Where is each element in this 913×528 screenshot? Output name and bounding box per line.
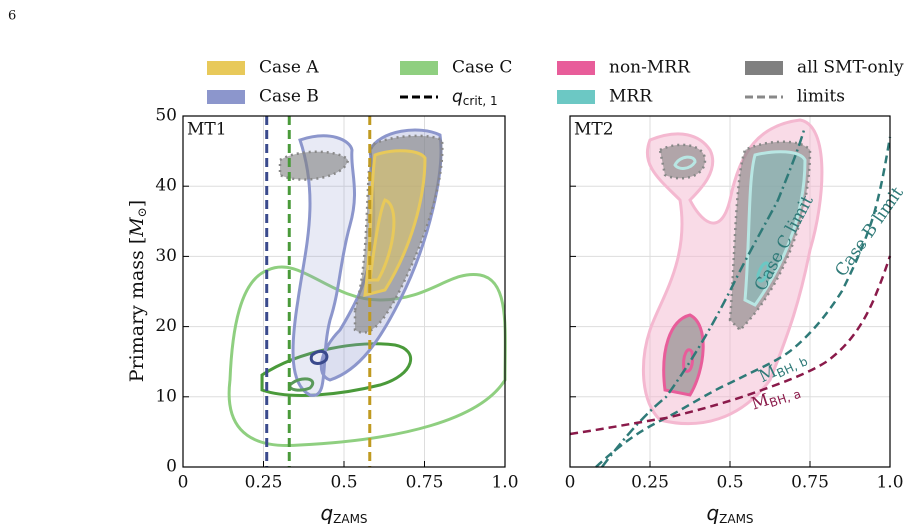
panel-label: MT1 [187, 120, 227, 140]
legend-label: MRR [609, 87, 653, 107]
y-tick-label: 0 [166, 457, 177, 477]
x-tick-label: 0.25 [245, 473, 283, 493]
y-tick-label: 50 [155, 106, 177, 126]
x-tick-label: 1.0 [491, 473, 518, 493]
y-tick-label: 40 [155, 176, 177, 196]
x-tick-label: 0 [565, 473, 576, 493]
x-tick-label: 0 [178, 473, 189, 493]
x-tick-label: 0.5 [716, 473, 743, 493]
legend-swatch [207, 61, 245, 75]
legend-label: Case C [452, 58, 512, 78]
x-tick-label: 0.75 [791, 473, 829, 493]
y-tick-label: 20 [155, 316, 177, 336]
legend-swatch [557, 61, 595, 75]
x-tick-label: 0.5 [330, 473, 357, 493]
legend-symbol: q [452, 87, 463, 107]
y-tick-label: 10 [155, 386, 177, 406]
legend-label: qcrit, 1 [452, 87, 498, 108]
legend-subscript: crit, 1 [463, 94, 498, 108]
legend-label: all SMT-only [797, 58, 904, 78]
mt2-contours [641, 118, 824, 426]
legend-swatch [207, 90, 245, 104]
y-tick-label: 30 [155, 246, 177, 266]
page-number: 6 [8, 9, 16, 24]
legend-label: limits [797, 87, 845, 107]
legend-swatch [557, 90, 595, 104]
legend-label: non-MRR [609, 58, 691, 78]
x-tick-label: 1.0 [876, 473, 903, 493]
legend-label: Case B [259, 87, 319, 107]
x-axis-label: qZAMS [320, 501, 367, 526]
legend-swatch [400, 61, 438, 75]
x-tick-label: 0.25 [631, 473, 669, 493]
x-axis-label: qZAMS [706, 501, 753, 526]
axes-frame [569, 115, 891, 468]
y-axis-label: Primary mass [M⊙] [126, 200, 149, 382]
mt1-contours [227, 128, 507, 448]
legend-swatch [745, 61, 783, 75]
x-tick-label: 0.75 [406, 473, 444, 493]
panel-label: MT2 [574, 120, 614, 140]
axes-frame [182, 115, 506, 468]
annotation: Case B limit [831, 183, 907, 280]
legend-label: Case A [259, 58, 319, 78]
mbh-a-limit [569, 255, 892, 436]
